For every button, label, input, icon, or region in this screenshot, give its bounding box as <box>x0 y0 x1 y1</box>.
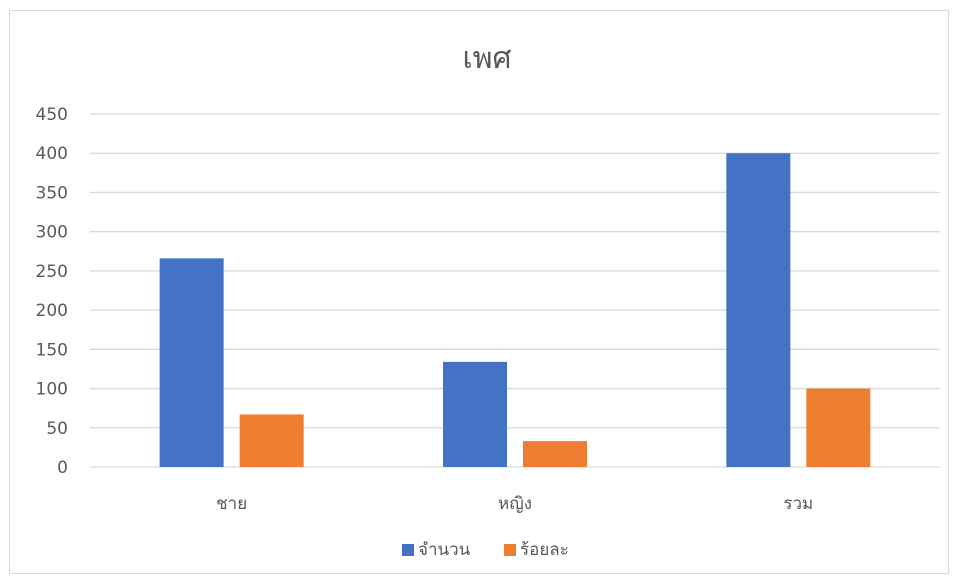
chart-frame: เพศ 0 50 100 150 200 250 300 350 400 450 ชาย หญิงร… <box>9 10 949 574</box>
bar-percent-0 <box>239 414 304 467</box>
legend-swatch <box>402 544 414 556</box>
bar-count-1 <box>443 361 507 467</box>
bar-percent-2 <box>806 388 871 467</box>
bar-chart: เพศ 050100150200250300350400450 ชาย หญิงร… <box>36 41 940 560</box>
legend-label: จำนวน <box>418 540 471 560</box>
y-tick-label: 300 <box>36 223 68 243</box>
legend: จำนวน ร้อยละ <box>402 540 569 560</box>
x-category-label: หญิง <box>498 494 532 514</box>
y-tick-label: 200 <box>36 301 68 321</box>
legend-label: ร้อยละ <box>520 540 569 560</box>
legend-swatch <box>504 544 516 556</box>
gridlines <box>90 113 940 468</box>
bar-percent-1 <box>523 441 587 467</box>
y-tick-label: 250 <box>36 262 68 282</box>
y-tick-label: 350 <box>36 183 68 203</box>
bar-count-0 <box>159 258 224 467</box>
x-category-label: รวม <box>783 494 813 514</box>
bars <box>159 153 871 467</box>
y-tick-label: 100 <box>36 380 68 400</box>
y-tick-label: 50 <box>46 419 68 439</box>
x-category-label: ชาย <box>216 494 247 514</box>
y-tick-label: 150 <box>36 340 68 360</box>
y-tick-label: 400 <box>36 144 68 164</box>
y-tick-label: 0 <box>57 458 68 478</box>
bar-count-2 <box>726 153 791 467</box>
chart-title: เพศ <box>462 41 511 76</box>
y-tick-label: 450 <box>36 105 68 125</box>
y-axis-tick-labels: 0 50 100 150 200 250 300 350 400 450 <box>36 105 68 478</box>
x-axis-category-labels: ชาย หญิง รวม <box>216 494 813 514</box>
